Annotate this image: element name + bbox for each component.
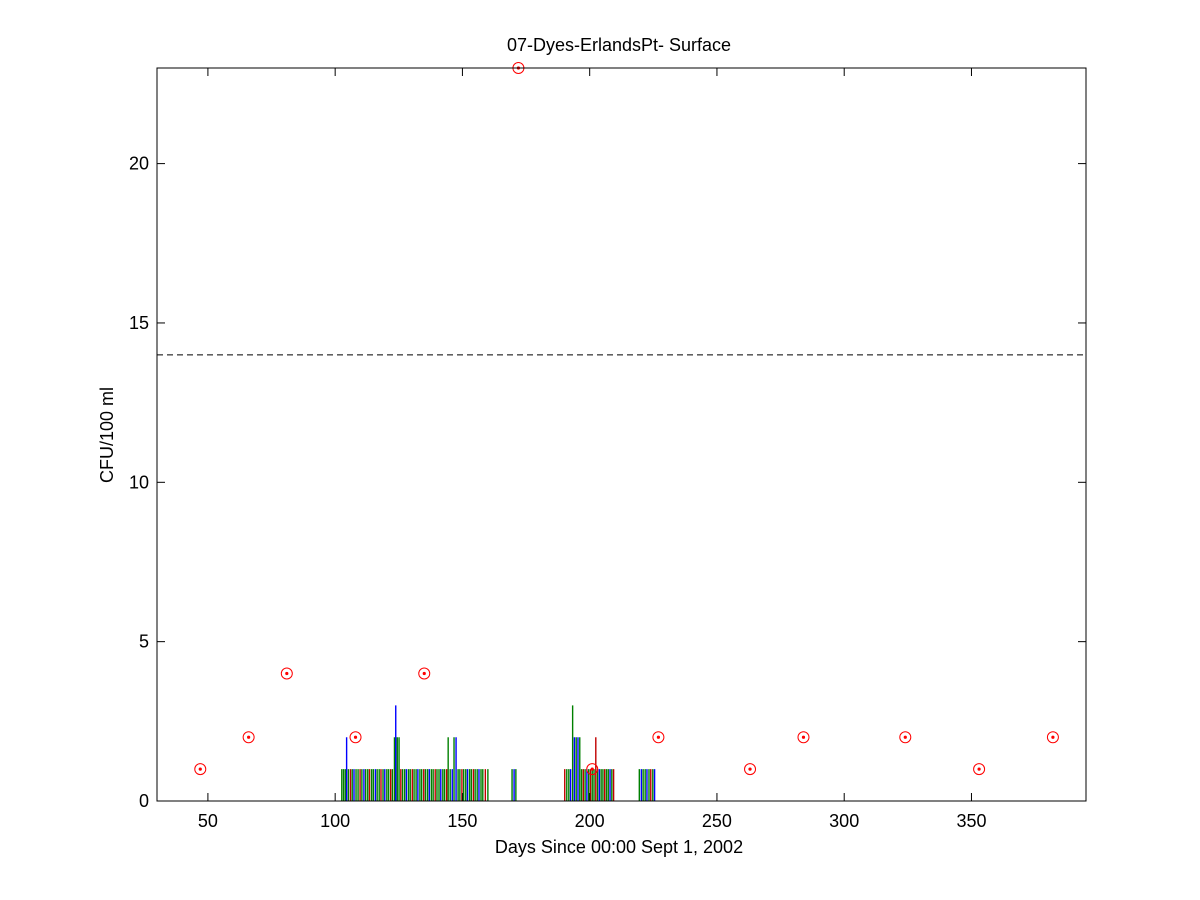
sample-point-ring (652, 731, 665, 744)
sample-point-ring (418, 667, 431, 680)
y-axis-label: CFU/100 ml (97, 387, 117, 483)
sample-point-dot (656, 735, 661, 739)
sample-point-dot (247, 735, 251, 739)
sample-point-ring (194, 763, 207, 776)
sample-point (194, 763, 207, 776)
sample-point-dot (977, 767, 981, 771)
sample-point-dot (353, 735, 358, 739)
sample-point-dot (903, 735, 907, 739)
x-axis-label: Days Since 00:00 Sept 1, 2002 (495, 837, 743, 857)
y-tick-label: 5 (139, 632, 149, 652)
sample-point (652, 731, 665, 744)
sample-point (899, 731, 912, 744)
sample-point (973, 763, 986, 776)
chart-title: 07-Dyes-ErlandsPt- Surface (507, 35, 731, 55)
sample-point (797, 731, 810, 744)
sample-point-ring (1046, 731, 1059, 744)
x-tick-label: 150 (447, 811, 477, 831)
sample-point-dot (285, 671, 289, 676)
sample-point-ring (280, 667, 293, 680)
sample-point (418, 667, 431, 680)
x-tick-label: 100 (320, 811, 350, 831)
sample-point (280, 667, 293, 680)
y-tick-label: 0 (139, 791, 149, 811)
sample-point-ring (797, 731, 810, 744)
sample-point (586, 763, 599, 776)
x-axis-ticks: 50 100 150 200 250 300 350 (198, 68, 986, 831)
x-tick-label: 200 (575, 811, 605, 831)
sample-point (349, 731, 362, 744)
sample-point-ring (349, 731, 362, 744)
plot-frame (156, 67, 1087, 802)
sample-point-ring (242, 731, 255, 744)
sample-point-ring (744, 763, 757, 776)
bars-layer (341, 705, 656, 801)
sample-point-dot (422, 671, 426, 676)
y-axis-ticks: 0 5 10 15 20 (129, 154, 1086, 811)
x-tick-label: 300 (829, 811, 859, 831)
samples-layer (194, 62, 1059, 776)
sample-point-dot (198, 767, 202, 771)
sample-point-ring (899, 731, 912, 744)
sample-point-dot (801, 735, 806, 739)
sample-point-dot (748, 767, 752, 771)
sample-point-dot (590, 767, 594, 771)
x-tick-label: 50 (198, 811, 218, 831)
sample-point-ring (973, 763, 986, 776)
sample-point-ring (586, 763, 599, 776)
sample-point (242, 731, 255, 744)
sample-point-dot (1051, 735, 1055, 739)
sample-point (1046, 731, 1059, 744)
x-tick-label: 350 (956, 811, 986, 831)
sample-point (744, 763, 757, 776)
y-tick-label: 15 (129, 313, 149, 333)
y-tick-label: 10 (129, 472, 149, 492)
y-tick-label: 20 (129, 154, 149, 174)
x-tick-label: 250 (702, 811, 732, 831)
